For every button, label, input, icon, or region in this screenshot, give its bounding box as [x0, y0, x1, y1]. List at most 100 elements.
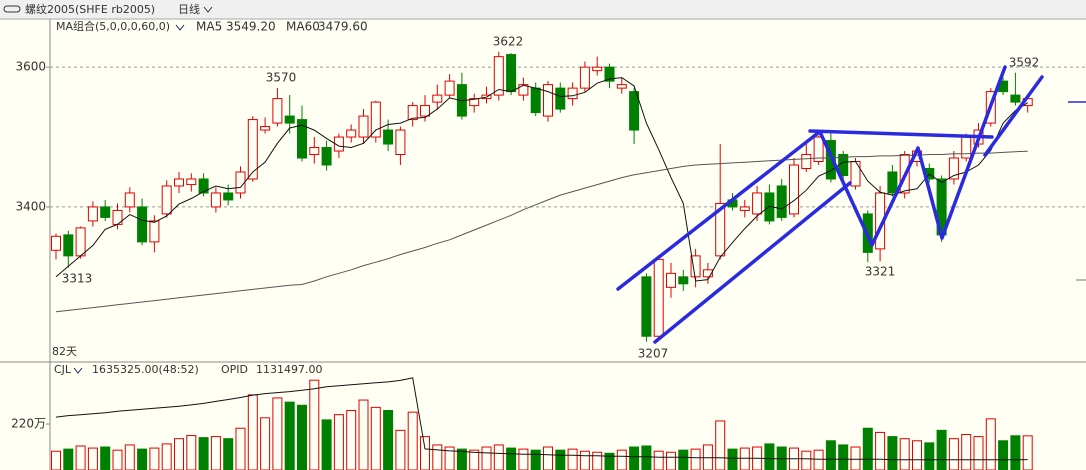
volume-bar	[210, 436, 221, 470]
candle-body	[51, 235, 61, 251]
candle-body	[850, 161, 861, 187]
volume-bar	[518, 448, 529, 470]
volume-bar	[616, 449, 627, 470]
candle-body	[370, 101, 381, 138]
volume-bar	[198, 437, 209, 470]
candle-body	[247, 119, 258, 180]
volume-bar	[87, 447, 98, 470]
volume-bar	[887, 436, 898, 470]
period[interactable]: 日线	[178, 2, 200, 16]
indicator-name[interactable]: MA组合(5,0,0,0,60,0)	[56, 19, 170, 33]
candle-body	[333, 136, 344, 152]
volume-bar	[592, 451, 603, 470]
candle-body	[321, 147, 332, 166]
high-annotation: 3570	[266, 71, 297, 85]
volume-bar	[678, 449, 689, 470]
volume-bar	[936, 429, 947, 470]
trendline	[983, 75, 1044, 157]
volume-bar	[346, 409, 357, 470]
volume-bar	[100, 446, 111, 470]
volume-bar	[862, 427, 873, 470]
volume-bar	[456, 448, 467, 470]
y-tick-label: 3600	[15, 60, 46, 74]
toolbar	[0, 0, 1086, 19]
volume-bar	[985, 418, 996, 470]
candle-body	[506, 54, 517, 93]
trendlines	[616, 65, 1044, 344]
volume-bar	[924, 442, 935, 470]
candle-body	[813, 136, 824, 163]
candle-body	[161, 185, 172, 215]
candle-body	[629, 91, 640, 131]
volume-bar	[75, 445, 86, 470]
candle-body	[789, 164, 799, 215]
volume-bar	[493, 444, 504, 470]
volume-bar	[653, 450, 664, 470]
volume-bar	[260, 417, 271, 470]
candle-body	[1010, 94, 1021, 103]
candle-body	[186, 178, 197, 186]
volume-bar	[112, 449, 123, 470]
volume-bar	[666, 451, 676, 470]
candle-body	[801, 154, 812, 169]
volume-bar	[629, 446, 640, 470]
candle-body	[444, 80, 455, 96]
volume-bar	[333, 414, 344, 470]
candle-body	[210, 192, 221, 208]
y-tick-label: 220万	[11, 417, 46, 431]
volume-bar	[899, 438, 910, 470]
period-dropdown[interactable]	[203, 6, 213, 13]
volume-bar	[149, 447, 160, 470]
candle-body	[272, 98, 283, 124]
candle-body	[383, 129, 394, 145]
volume-bar	[506, 447, 517, 470]
volume-name[interactable]: CJL	[54, 363, 72, 376]
volume-bar	[297, 404, 307, 470]
candle-body	[137, 206, 148, 243]
volume-bar	[309, 379, 320, 470]
volume-bar	[579, 450, 590, 470]
high-annotation: 3622	[493, 35, 524, 49]
volume-bar	[407, 411, 418, 470]
moving-average-line	[55, 77, 1028, 282]
candle-body	[469, 98, 480, 107]
low-annotation: 3313	[62, 272, 93, 286]
volume-bar	[137, 448, 148, 470]
candle-body	[395, 129, 406, 156]
candle-body	[604, 66, 615, 82]
candle-body	[358, 115, 369, 138]
volume-bar	[801, 450, 812, 470]
open-interest-line	[55, 377, 1028, 461]
candle-body	[407, 105, 418, 121]
candle-body	[420, 105, 430, 117]
volume-bar	[358, 399, 369, 470]
volume-bar	[63, 448, 74, 470]
indicator-dropdown[interactable]	[175, 24, 185, 31]
volume-bar	[838, 444, 849, 470]
volume-bar	[321, 419, 332, 470]
volume-bar	[813, 449, 824, 470]
candle-body	[493, 56, 504, 96]
ma5-name: MA5	[196, 20, 222, 34]
ma60-name: MA60	[286, 20, 320, 34]
volume-bar	[948, 438, 959, 470]
candle-body	[530, 87, 541, 114]
volume-dropdown[interactable]	[73, 367, 83, 374]
volume-value: 1635325.00(48:52)	[92, 363, 199, 376]
ma5-value: 3549.20	[226, 20, 276, 34]
volume-bar	[567, 448, 578, 470]
ma60-value: 3479.60	[318, 20, 368, 34]
volume-bar	[186, 435, 197, 470]
volume-bar	[223, 438, 234, 470]
candle-body	[346, 129, 357, 138]
candle-body	[776, 185, 787, 218]
volume-bar	[825, 440, 836, 470]
link-icon[interactable]	[3, 5, 21, 13]
candle-body	[63, 234, 74, 257]
volume-bar	[432, 444, 443, 470]
candle-body	[75, 227, 86, 257]
volume-bar	[530, 449, 541, 470]
trendline	[818, 65, 1007, 247]
